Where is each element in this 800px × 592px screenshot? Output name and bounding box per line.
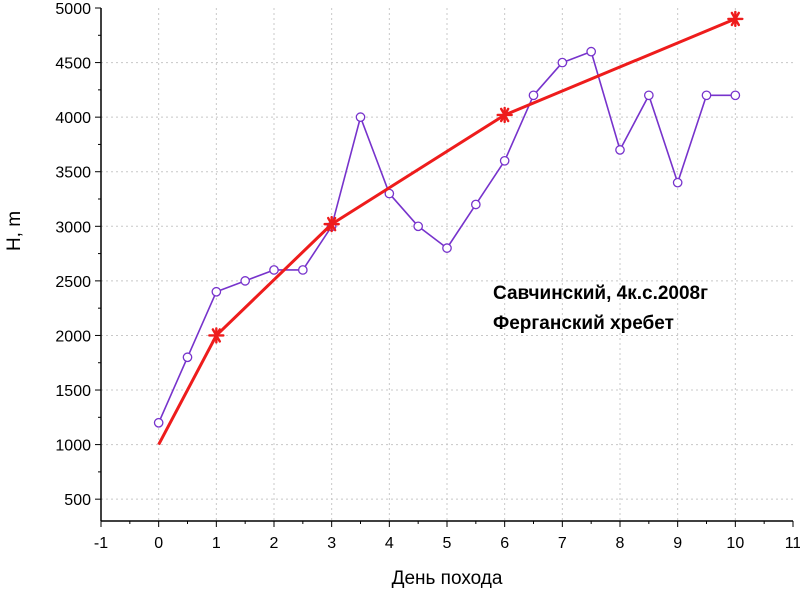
data-point	[355, 112, 366, 122]
x-tick-label: 2	[270, 535, 279, 552]
data-point	[297, 265, 308, 275]
axes	[95, 7, 794, 527]
data-point	[586, 46, 597, 57]
x-tick-label: 7	[558, 535, 567, 552]
data-point	[499, 155, 510, 166]
star-marker	[496, 106, 513, 124]
y-tick-label: 1000	[55, 438, 91, 455]
y-tick-label: 1500	[55, 383, 91, 400]
y-tick-label: 2500	[55, 274, 91, 291]
grid	[101, 8, 793, 521]
chart-annotation-line2: Ферганский хребет	[493, 313, 674, 334]
data-point	[153, 417, 164, 428]
data-point	[643, 90, 654, 101]
y-tick-label: 5000	[55, 1, 91, 18]
y-tick-label: 3500	[55, 165, 91, 182]
x-axis-title: День похода	[392, 568, 503, 589]
series-line-1	[157, 50, 736, 424]
y-tick-label: 3000	[55, 219, 91, 236]
y-tick-label: 4000	[55, 110, 91, 127]
data-point	[211, 286, 222, 297]
data-point	[528, 90, 539, 101]
data-point	[672, 177, 683, 188]
data-point	[470, 199, 481, 210]
star-marker	[727, 10, 744, 28]
x-tick-label: 8	[616, 535, 625, 552]
y-tick-label: 500	[64, 492, 91, 509]
y-tick-label: 2000	[55, 328, 91, 345]
data-point	[442, 243, 452, 253]
series-line-2	[157, 17, 736, 446]
data-point	[701, 90, 712, 101]
data-point	[240, 276, 251, 286]
data-point	[413, 221, 424, 232]
y-tick-label: 4500	[55, 56, 91, 73]
data-point	[730, 90, 741, 101]
x-tick-label: 0	[154, 535, 163, 552]
data-point	[615, 145, 625, 155]
x-tick-label: 3	[327, 535, 336, 552]
data-point	[557, 57, 568, 68]
data-point	[269, 265, 279, 275]
tick-labels: -1 0 1 2 3 4 5 6 7 8 9 10 11 500 1000 1500 2000 2500 3000 3…	[55, 1, 800, 552]
x-tick-label: 1	[212, 535, 221, 552]
x-tick-label: 9	[673, 535, 682, 552]
x-tick-label: 4	[385, 535, 394, 552]
star-marker	[323, 215, 340, 233]
x-tick-label: -1	[94, 535, 108, 552]
star-marker	[208, 327, 225, 344]
x-tick-label: 11	[785, 535, 800, 552]
x-tick-label: 5	[443, 535, 452, 552]
x-tick-label: 6	[500, 535, 509, 552]
x-tick-label: 10	[726, 535, 744, 552]
data-point	[182, 352, 193, 363]
y-axis-title: H, m	[4, 211, 25, 251]
series-layer	[153, 10, 744, 446]
chart-annotation-line1: Савчинский, 4к.с.2008г	[493, 283, 708, 304]
